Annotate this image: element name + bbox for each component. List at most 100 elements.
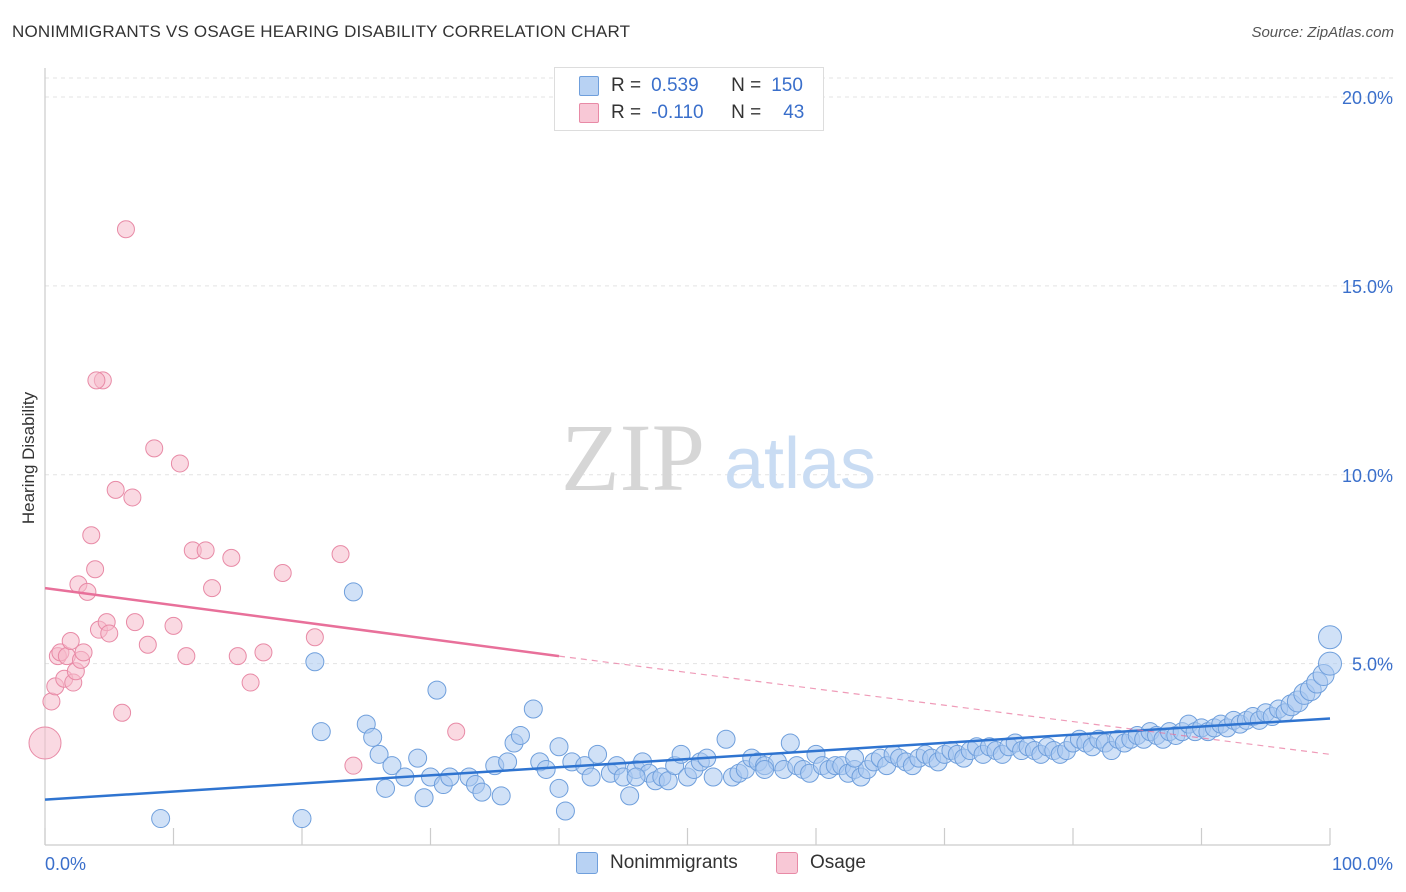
data-point-osage <box>331 545 350 564</box>
data-point-osage <box>138 635 157 654</box>
legend-row-nonimmigrants: R = 0.539 N = 150 <box>579 73 803 99</box>
legend-swatch-pink <box>776 852 798 874</box>
stats-legend: R = 0.539 N = 150 R = -0.110 N = 43 <box>554 67 824 131</box>
data-point-osage <box>344 756 363 775</box>
data-point-nonimmigrants <box>620 786 640 806</box>
data-point-nonimmigrants <box>510 725 530 745</box>
data-point-osage <box>203 579 222 598</box>
data-point-nonimmigrants <box>343 582 363 602</box>
series-osage <box>28 220 466 775</box>
data-point-nonimmigrants <box>588 744 608 764</box>
trend-line-osage-extension <box>558 655 1331 755</box>
x-tick-label: 0.0% <box>45 854 86 874</box>
data-point-osage <box>145 439 164 458</box>
legend-row-osage: R = -0.110 N = 43 <box>579 100 804 126</box>
chart-title: NONIMMIGRANTS VS OSAGE HEARING DISABILIT… <box>12 22 631 41</box>
data-point-nonimmigrants <box>408 748 428 768</box>
legend-item-nonimmigrants: Nonimmigrants <box>576 852 738 874</box>
data-point-nonimmigrants <box>440 767 460 787</box>
data-point-nonimmigrants <box>523 699 543 719</box>
data-point-nonimmigrants <box>1318 625 1342 650</box>
watermark-atlas: atlas <box>724 424 876 504</box>
data-point-nonimmigrants <box>292 809 312 829</box>
data-point-osage <box>196 541 215 560</box>
data-point-nonimmigrants <box>305 652 325 672</box>
data-point-nonimmigrants <box>626 767 646 787</box>
data-point-osage <box>305 628 324 647</box>
watermark-zip: ZIP <box>561 404 705 511</box>
data-point-nonimmigrants <box>414 788 434 808</box>
legend-n-label: N = <box>731 102 762 123</box>
legend-n-value: 150 <box>771 75 803 96</box>
data-point-nonimmigrants <box>755 759 775 779</box>
trend-lines <box>44 586 1331 801</box>
legend-swatch-pink <box>579 103 599 123</box>
data-point-osage <box>222 548 241 567</box>
trend-line-osage <box>44 586 560 658</box>
data-point-nonimmigrants <box>716 729 736 749</box>
legend-r-value: 0.539 <box>651 75 699 96</box>
data-point-osage <box>42 692 61 711</box>
legend-label-osage: Osage <box>810 852 866 873</box>
data-point-osage <box>125 613 144 632</box>
data-point-osage <box>116 220 135 239</box>
data-point-nonimmigrants <box>780 733 800 753</box>
data-point-osage <box>28 726 62 760</box>
data-point-osage <box>177 647 196 666</box>
data-point-osage <box>273 564 292 582</box>
legend-item-osage: Osage <box>776 852 866 874</box>
data-point-osage <box>74 643 93 662</box>
legend-swatch-blue <box>579 76 599 96</box>
legend-r-label: R = <box>611 75 642 96</box>
data-point-nonimmigrants <box>549 778 569 798</box>
data-point-osage <box>100 624 119 643</box>
data-point-nonimmigrants <box>363 727 383 747</box>
data-point-nonimmigrants <box>1318 651 1342 676</box>
data-point-nonimmigrants <box>472 782 492 802</box>
data-point-nonimmigrants <box>555 801 575 821</box>
data-point-nonimmigrants <box>427 680 447 700</box>
legend-label-nonimmigrants: Nonimmigrants <box>610 852 738 873</box>
y-tick-label: 20.0% <box>1342 88 1393 108</box>
data-point-osage <box>241 673 260 692</box>
grid-lines <box>45 77 1395 665</box>
legend-swatch-blue <box>576 852 598 874</box>
y-tick-label: 5.0% <box>1352 655 1393 675</box>
data-point-nonimmigrants <box>498 752 518 772</box>
x-tick-label: 100.0% <box>1332 854 1393 874</box>
series-nonimmigrants <box>151 582 1342 829</box>
data-point-nonimmigrants <box>491 786 511 806</box>
data-point-osage <box>106 480 125 499</box>
data-point-nonimmigrants <box>382 756 402 776</box>
data-point-nonimmigrants <box>845 748 865 768</box>
data-point-osage <box>87 371 106 390</box>
data-point-osage <box>123 488 142 507</box>
data-point-osage <box>254 643 273 662</box>
data-point-osage <box>82 526 101 545</box>
data-point-osage <box>164 616 183 635</box>
trend-line-nonimmigrants <box>44 717 1331 801</box>
y-tick-label: 15.0% <box>1342 277 1393 297</box>
data-point-nonimmigrants <box>311 722 331 742</box>
data-point-osage <box>61 632 80 650</box>
legend-r-value: -0.110 <box>651 102 704 123</box>
data-point-osage <box>228 647 247 666</box>
data-point-osage <box>447 722 466 741</box>
axes <box>44 68 1331 846</box>
data-point-nonimmigrants <box>581 767 601 787</box>
source-note: Source: ZipAtlas.com <box>1251 24 1394 41</box>
data-point-nonimmigrants <box>151 809 171 829</box>
y-tick-label: 10.0% <box>1342 466 1393 486</box>
tick-labels: 5.0% 10.0% 15.0% 20.0% 0.0% 100.0% <box>45 88 1393 874</box>
data-point-nonimmigrants <box>369 744 389 764</box>
data-point-nonimmigrants <box>376 778 396 798</box>
legend-n-value: 43 <box>783 102 805 123</box>
legend-n-label: N = <box>731 75 762 96</box>
data-point-osage <box>113 703 132 722</box>
data-point-osage <box>86 560 105 579</box>
y-axis-label: Hearing Disability <box>19 391 38 524</box>
data-point-osage <box>170 454 189 473</box>
legend-r-label: R = <box>611 102 642 123</box>
data-point-nonimmigrants <box>703 767 723 787</box>
